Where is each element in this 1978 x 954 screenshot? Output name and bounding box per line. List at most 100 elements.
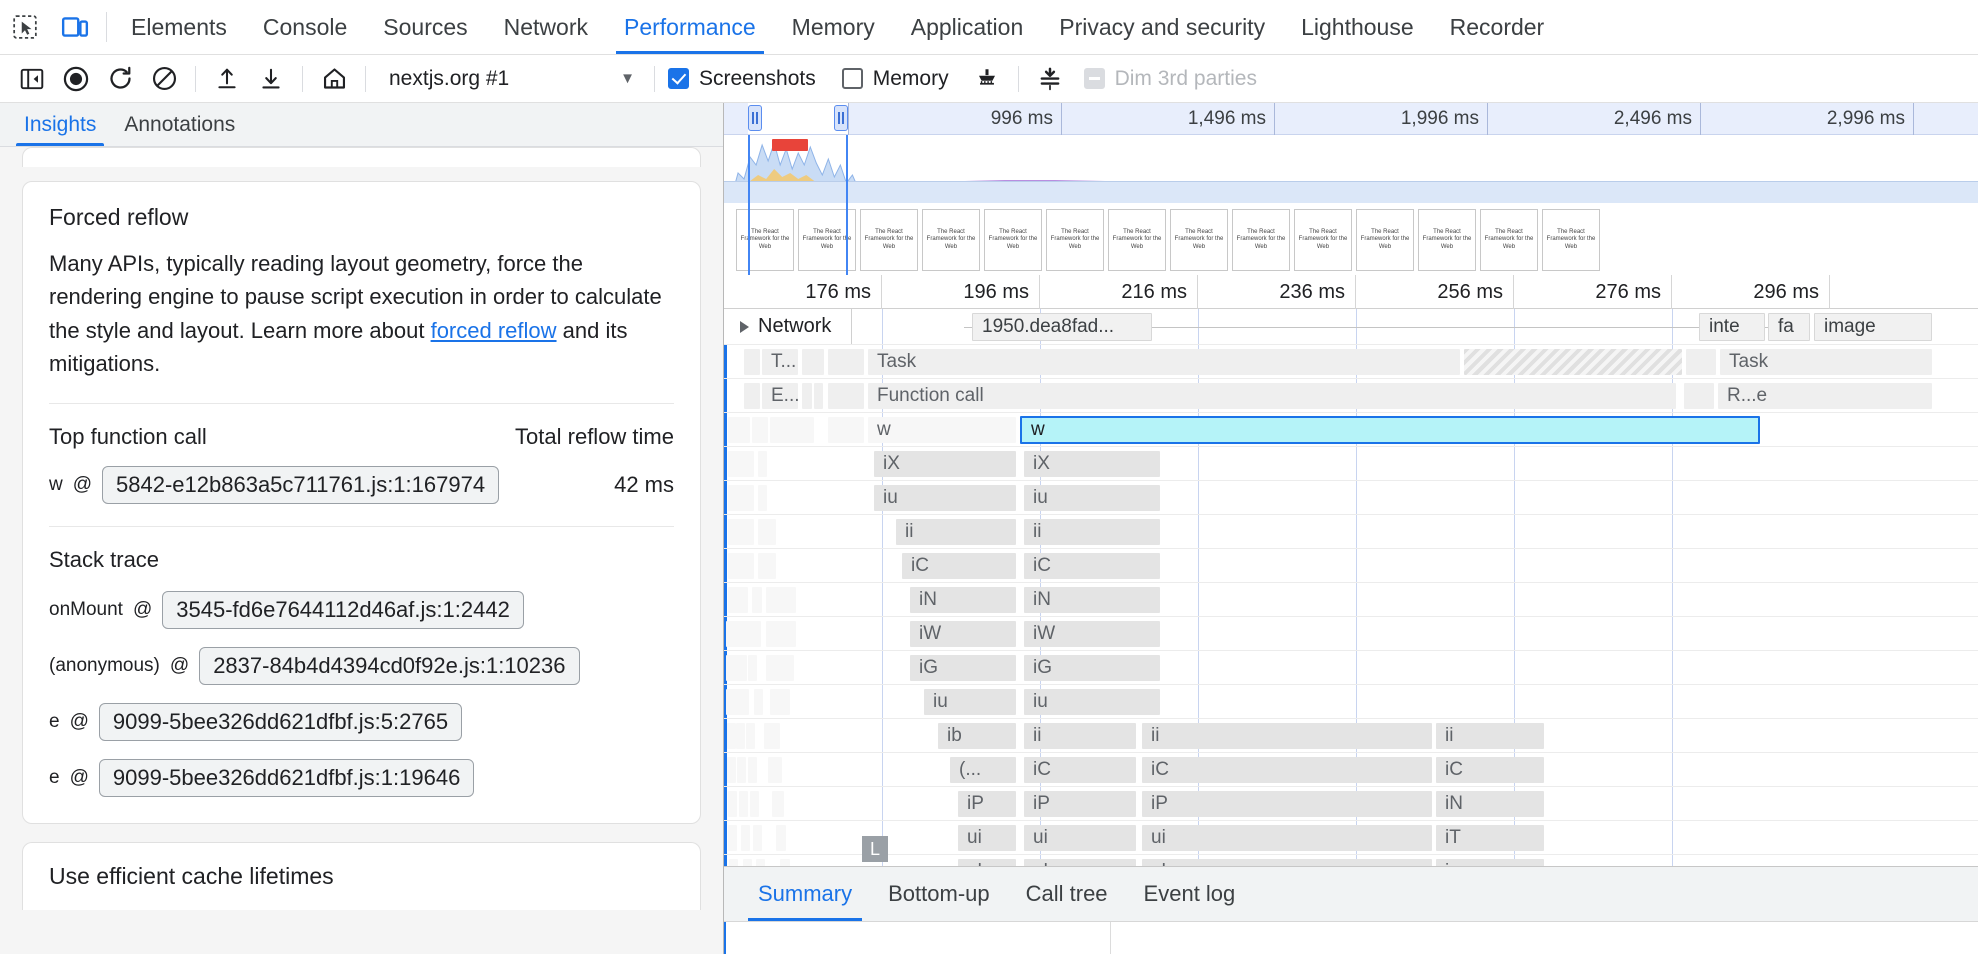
flame-event-ui-2[interactable]: ui <box>1024 825 1136 851</box>
clear-slash-circle-icon[interactable] <box>142 59 186 99</box>
filmstrip-frame[interactable]: The React Framework for the Web <box>1108 209 1166 271</box>
filmstrip-frame[interactable]: The React Framework for the Web <box>1294 209 1352 271</box>
flame-event[interactable] <box>766 655 794 681</box>
flamechart-row[interactable]: iu iu <box>724 481 1978 515</box>
filmstrip-frame[interactable]: The React Framework for the Web <box>1356 209 1414 271</box>
flame-event[interactable] <box>726 655 735 681</box>
network-track-header[interactable]: Network <box>724 309 852 344</box>
flame-event[interactable] <box>729 859 738 866</box>
flame-event[interactable] <box>764 723 780 749</box>
flame-event[interactable] <box>1686 349 1716 375</box>
flame-event[interactable] <box>828 349 864 375</box>
flame-event-ip[interactable]: iP <box>958 791 1016 817</box>
flame-event[interactable] <box>756 859 765 866</box>
tab-application[interactable]: Application <box>893 0 1042 54</box>
inspect-element-icon[interactable] <box>0 0 50 54</box>
flamechart-row[interactable]: iP iP iP iN <box>724 787 1978 821</box>
flame-event[interactable] <box>744 349 760 375</box>
drawer-tab-summary[interactable]: Summary <box>740 867 870 921</box>
flame-event-uk-2[interactable]: uk <box>1024 859 1136 866</box>
flame-event[interactable] <box>752 417 768 443</box>
forced-reflow-insight-card[interactable]: Forced reflow Many APIs, typically readi… <box>22 181 701 824</box>
device-toolbar-icon[interactable] <box>50 0 100 54</box>
flamechart-row[interactable]: uk uk uk i <box>724 855 1978 866</box>
flame-event-ix[interactable]: iX <box>874 451 1016 477</box>
flame-event[interactable] <box>728 587 748 613</box>
flame-event-i-4[interactable]: i <box>1436 859 1544 866</box>
tab-performance[interactable]: Performance <box>606 0 774 54</box>
flame-event-selected-w[interactable]: w <box>1020 416 1760 444</box>
insights-scroll-area[interactable]: Forced reflow Many APIs, typically readi… <box>0 147 723 954</box>
flame-event[interactable] <box>753 825 762 851</box>
flame-event[interactable] <box>766 621 796 647</box>
flame-event[interactable] <box>752 621 761 647</box>
flame-event-ui[interactable]: ui <box>958 825 1016 851</box>
flame-event[interactable] <box>728 519 754 545</box>
flame-event-in[interactable]: iN <box>910 587 1016 613</box>
flame-event-label[interactable]: T... <box>762 349 798 375</box>
flame-event[interactable] <box>750 791 759 817</box>
network-request-bar[interactable]: fa <box>1768 313 1810 341</box>
screenshots-checkbox[interactable]: Screenshots <box>668 67 816 91</box>
flame-event-task[interactable]: Task <box>868 349 1460 375</box>
tab-elements[interactable]: Elements <box>113 0 245 54</box>
flame-event[interactable] <box>802 383 812 409</box>
flame-event-ix-right[interactable]: iX <box>1024 451 1160 477</box>
drawer-tab-bottom-up[interactable]: Bottom-up <box>870 867 1008 921</box>
flame-event-ii-3[interactable]: ii <box>1142 723 1432 749</box>
dim-3rd-parties-checkbox[interactable]: Dim 3rd parties <box>1083 67 1257 91</box>
drawer-tab-event-log[interactable]: Event log <box>1126 867 1254 921</box>
timeline-overview[interactable]: 49 ms 996 ms 1,496 ms 1,996 ms 2,496 ms … <box>724 103 1978 275</box>
flame-event-ic[interactable]: iC <box>902 553 1016 579</box>
record-circle-icon[interactable] <box>54 59 98 99</box>
flame-event-anon[interactable]: (... <box>950 757 1016 783</box>
filmstrip-frame[interactable]: The React Framework for the Web <box>1542 209 1600 271</box>
flame-event[interactable] <box>728 791 737 817</box>
flame-event[interactable] <box>748 655 757 681</box>
overview-right-handle[interactable] <box>834 105 848 131</box>
flame-event[interactable] <box>770 689 790 715</box>
flamechart-row[interactable]: iC iC <box>724 549 1978 583</box>
refresh-icon[interactable] <box>98 59 142 99</box>
drawer-tab-call-tree[interactable]: Call tree <box>1008 867 1126 921</box>
tab-console[interactable]: Console <box>245 0 365 54</box>
flame-event[interactable] <box>748 757 757 783</box>
flame-event[interactable] <box>772 791 784 817</box>
flame-event-iw[interactable]: iW <box>910 621 1016 647</box>
flame-event-uk[interactable]: uk <box>958 859 1016 866</box>
network-request-bar[interactable]: inte <box>1699 313 1765 341</box>
flame-event[interactable] <box>802 349 824 375</box>
flamechart-row[interactable]: T... Task Task <box>724 345 1978 379</box>
tab-recorder[interactable]: Recorder <box>1432 0 1563 54</box>
trash-brush-icon[interactable] <box>965 59 1009 99</box>
stack-location-chip[interactable]: 9099-5bee326dd621dfbf.js:1:19646 <box>98 758 475 797</box>
flame-event[interactable] <box>731 621 740 647</box>
flamechart-row[interactable]: ii ii <box>724 515 1978 549</box>
flame-event-ip-3[interactable]: iP <box>1142 791 1432 817</box>
filmstrip-frame[interactable]: The React Framework for the Web <box>1046 209 1104 271</box>
flame-event[interactable] <box>727 757 736 783</box>
download-bar-icon[interactable] <box>1028 59 1072 99</box>
flame-event-ig-right[interactable]: iG <box>1024 655 1160 681</box>
flame-event[interactable] <box>739 791 748 817</box>
overview-selection-window[interactable] <box>748 103 848 134</box>
flamechart-row[interactable]: (... iC iC iC <box>724 753 1978 787</box>
flame-event-it-4[interactable]: iT <box>1436 825 1544 851</box>
flame-event-ic-right[interactable]: iC <box>1024 553 1160 579</box>
flame-event-label[interactable]: E... <box>762 383 798 409</box>
flamechart-row[interactable]: ib ii ii ii <box>724 719 1978 753</box>
flame-event[interactable] <box>758 485 767 511</box>
flame-event[interactable] <box>741 825 750 851</box>
flame-event[interactable] <box>814 383 823 409</box>
flame-event-iu-right[interactable]: iu <box>1024 485 1160 511</box>
flame-event-ii-4[interactable]: ii <box>1436 723 1544 749</box>
flame-event-iw-right[interactable]: iW <box>1024 621 1160 647</box>
flame-event[interactable] <box>758 451 767 477</box>
network-track-row[interactable]: Network 1950.dea8fad... inte fa image <box>724 309 1978 345</box>
filmstrip-frame[interactable]: The React Framework for the Web <box>1418 209 1476 271</box>
sidebar-tab-annotations[interactable]: Annotations <box>110 103 249 146</box>
flame-event-ii-2[interactable]: ii <box>1024 723 1136 749</box>
flame-event[interactable] <box>733 689 742 715</box>
flame-event[interactable] <box>776 825 786 851</box>
flame-event[interactable] <box>727 723 736 749</box>
